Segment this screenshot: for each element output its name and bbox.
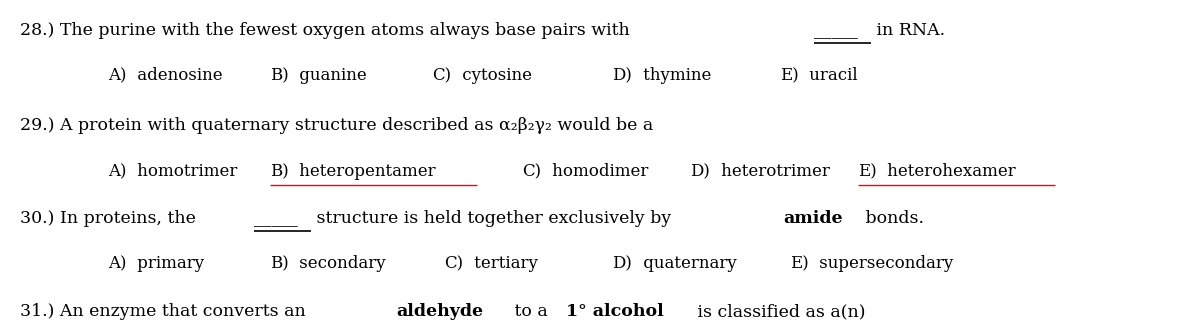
Text: guanine: guanine: [294, 67, 367, 84]
Text: B): B): [270, 164, 289, 180]
Text: D): D): [612, 255, 632, 272]
Text: _____: _____: [254, 210, 298, 227]
Text: heterohexamer: heterohexamer: [882, 164, 1016, 180]
Text: tertiary: tertiary: [469, 255, 538, 272]
Text: thymine: thymine: [637, 67, 712, 84]
Text: homotrimer: homotrimer: [132, 164, 238, 180]
Text: E): E): [858, 164, 877, 180]
Text: is classified as a(n): is classified as a(n): [692, 303, 865, 320]
Text: uracil: uracil: [804, 67, 858, 84]
Text: cytosine: cytosine: [457, 67, 532, 84]
Text: amide: amide: [782, 210, 842, 227]
Text: bonds.: bonds.: [859, 210, 924, 227]
Text: quaternary: quaternary: [637, 255, 737, 272]
Text: heterotrimer: heterotrimer: [715, 164, 829, 180]
Text: C): C): [432, 67, 451, 84]
Text: E): E): [790, 255, 809, 272]
Text: 31.) An enzyme that converts an: 31.) An enzyme that converts an: [20, 303, 312, 320]
Text: E): E): [780, 67, 799, 84]
Text: 29.) A protein with quaternary structure described as α₂β₂γ₂ would be a: 29.) A protein with quaternary structure…: [20, 117, 654, 134]
Text: A): A): [108, 67, 126, 84]
Text: A): A): [108, 164, 126, 180]
Text: 1° alcohol: 1° alcohol: [565, 303, 664, 320]
Text: supersecondary: supersecondary: [814, 255, 953, 272]
Text: _____: _____: [815, 22, 858, 39]
Text: primary: primary: [132, 255, 204, 272]
Text: D): D): [690, 164, 710, 180]
Text: structure is held together exclusively by: structure is held together exclusively b…: [311, 210, 677, 227]
Text: 30.) In proteins, the: 30.) In proteins, the: [20, 210, 202, 227]
Text: C): C): [522, 164, 541, 180]
Text: in RNA.: in RNA.: [871, 22, 944, 39]
Text: homodimer: homodimer: [547, 164, 648, 180]
Text: heteropentamer: heteropentamer: [294, 164, 436, 180]
Text: C): C): [444, 255, 463, 272]
Text: secondary: secondary: [294, 255, 386, 272]
Text: B): B): [270, 67, 289, 84]
Text: B): B): [270, 255, 289, 272]
Text: A): A): [108, 255, 126, 272]
Text: aldehyde: aldehyde: [396, 303, 484, 320]
Text: D): D): [612, 67, 632, 84]
Text: to a: to a: [509, 303, 553, 320]
Text: adenosine: adenosine: [132, 67, 222, 84]
Text: 28.) The purine with the fewest oxygen atoms always base pairs with: 28.) The purine with the fewest oxygen a…: [20, 22, 636, 39]
